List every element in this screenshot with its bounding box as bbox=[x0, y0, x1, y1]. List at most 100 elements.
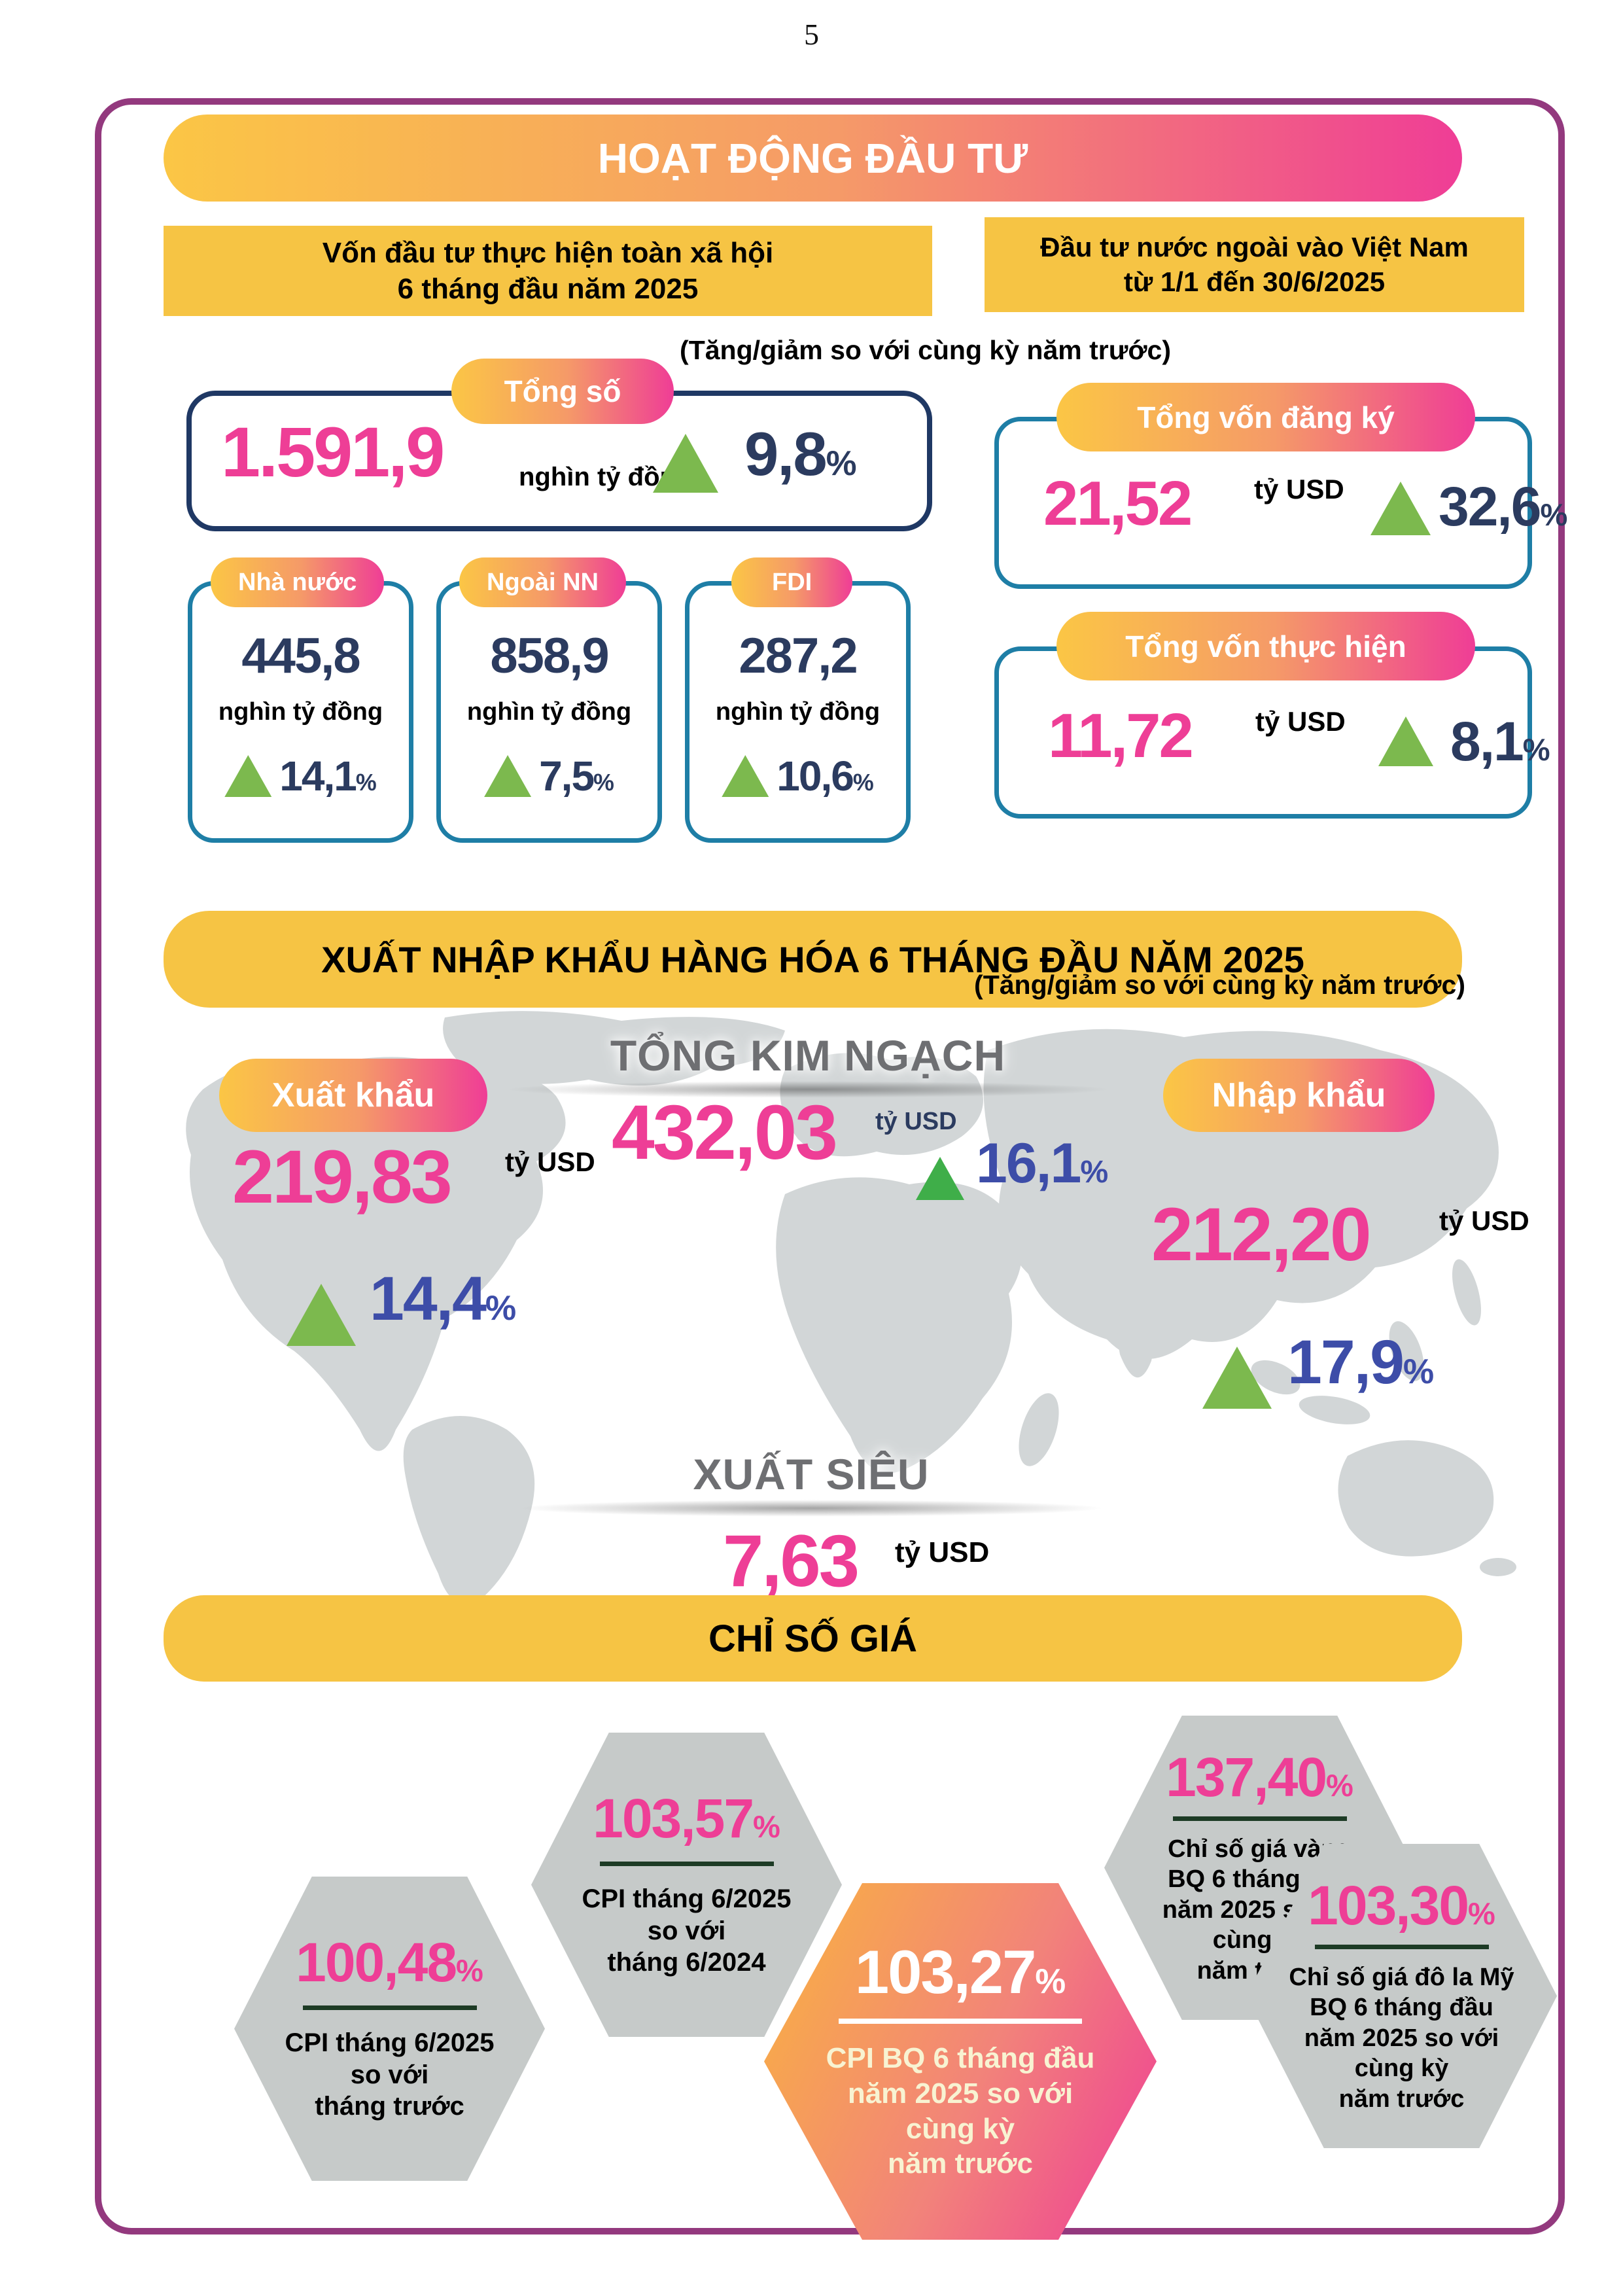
state-investment-change-value: 14,1 bbox=[279, 752, 357, 800]
percent-sign: % bbox=[485, 1289, 517, 1328]
registered-capital-value: 21,52 bbox=[1043, 468, 1193, 539]
nonstate-investment-change: 7,5% bbox=[539, 755, 614, 797]
label-fdi-investment-text: FDI bbox=[772, 568, 812, 596]
total-turnover-unit: tỷ USD bbox=[875, 1108, 957, 1135]
increase-triangle-icon bbox=[1370, 482, 1431, 535]
label-export: Xuất khẩu bbox=[219, 1059, 487, 1132]
note-trade-comparison: (Tăng/giảm so với cùng kỳ năm trước) bbox=[974, 970, 1465, 1000]
fdi-investment-unit: nghìn tỷ đồng bbox=[715, 698, 881, 726]
trade-surplus-value: 7,63 bbox=[723, 1520, 860, 1602]
label-total-investment: Tổng số bbox=[451, 359, 674, 424]
cpi-yoy-month-number: 103,57 bbox=[593, 1787, 754, 1849]
heading-shadow bbox=[517, 1500, 1106, 1517]
percent-sign: % bbox=[1468, 1896, 1495, 1932]
export-value: 219,83 bbox=[232, 1135, 453, 1219]
nonstate-investment-change-row: 7,5% bbox=[484, 755, 614, 797]
section-banner-investment: HOẠT ĐỘNG ĐẦU TƯ bbox=[164, 115, 1462, 202]
label-registered-capital-text: Tổng vốn đăng ký bbox=[1137, 400, 1395, 434]
label-import-text: Nhập khẩu bbox=[1212, 1076, 1386, 1114]
page-number: 5 bbox=[804, 18, 819, 51]
increase-triangle-icon bbox=[722, 755, 769, 797]
card-fdi-investment: 287,2 nghìn tỷ đồng 10,6% bbox=[685, 581, 911, 843]
total-investment-change: 9,8% bbox=[744, 423, 856, 485]
implemented-capital-value: 11,72 bbox=[1048, 701, 1194, 771]
import-unit: tỷ USD bbox=[1439, 1205, 1529, 1236]
hexagon-divider bbox=[1172, 1816, 1347, 1822]
usd-index-value: 103,30% bbox=[1308, 1878, 1495, 1933]
label-fdi-investment: FDI bbox=[731, 557, 853, 607]
fdi-investment-change: 10,6% bbox=[777, 755, 873, 797]
label-state-investment: Nhà nước bbox=[211, 557, 385, 607]
state-investment-value: 445,8 bbox=[241, 628, 360, 684]
total-investment-change-value: 9,8 bbox=[744, 419, 828, 488]
hexagon-divider bbox=[599, 1861, 774, 1866]
trade-surplus-heading: XUẤT SIÊU bbox=[693, 1450, 930, 1498]
gold-index-number: 137,40 bbox=[1166, 1746, 1327, 1809]
usd-index-number: 103,30 bbox=[1308, 1875, 1469, 1937]
label-import: Nhập khẩu bbox=[1163, 1059, 1435, 1132]
percent-sign: % bbox=[826, 444, 857, 483]
cpi-yoy-month-label: CPI tháng 6/2025 so với tháng 6/2024 bbox=[582, 1884, 792, 1977]
import-change: 17,9% bbox=[1287, 1332, 1434, 1394]
percent-sign: % bbox=[1540, 497, 1568, 532]
state-investment-change: 14,1% bbox=[279, 755, 376, 797]
registered-capital-change-value: 32,6 bbox=[1439, 476, 1541, 537]
export-unit: tỷ USD bbox=[505, 1146, 595, 1177]
section-title-price: CHỈ SỐ GIÁ bbox=[708, 1617, 918, 1660]
section-banner-price: CHỈ SỐ GIÁ bbox=[164, 1595, 1462, 1682]
fdi-investment-value: 287,2 bbox=[739, 628, 858, 684]
increase-triangle-icon bbox=[224, 755, 272, 797]
percent-sign: % bbox=[753, 1809, 780, 1844]
implemented-capital-unit: tỷ USD bbox=[1255, 706, 1346, 737]
gold-index-value: 137,40% bbox=[1166, 1750, 1353, 1805]
label-registered-capital: Tổng vốn đăng ký bbox=[1056, 383, 1475, 451]
state-investment-unit: nghìn tỷ đồng bbox=[218, 698, 383, 726]
percent-sign: % bbox=[1080, 1154, 1109, 1190]
section-title-investment: HOẠT ĐỘNG ĐẦU TƯ bbox=[597, 134, 1028, 182]
export-change: 14,4% bbox=[370, 1268, 516, 1330]
increase-triangle-icon bbox=[484, 755, 532, 797]
label-state-investment-text: Nhà nước bbox=[238, 568, 357, 596]
hexagon-divider bbox=[302, 2005, 477, 2010]
nonstate-investment-value: 858,9 bbox=[490, 628, 609, 684]
total-investment-value: 1.591,9 bbox=[221, 412, 445, 491]
label-nonstate-investment: Ngoài NN bbox=[459, 557, 626, 607]
implemented-capital-change: 8,1% bbox=[1450, 714, 1550, 769]
cpi-average-label: CPI BQ 6 tháng đầu năm 2025 so với cùng … bbox=[826, 2042, 1095, 2180]
total-turnover-change-value: 16,1 bbox=[976, 1132, 1081, 1195]
cpi-month-prev-number: 100,48 bbox=[296, 1931, 457, 1993]
banner-social-investment-text: Vốn đầu tư thực hiện toàn xã hội 6 tháng… bbox=[322, 237, 774, 305]
page-frame bbox=[95, 98, 1565, 2234]
total-turnover-value: 432,03 bbox=[612, 1089, 838, 1176]
label-nonstate-investment-text: Ngoài NN bbox=[487, 568, 599, 596]
cpi-yoy-month-value: 103,57% bbox=[593, 1791, 780, 1846]
nonstate-investment-unit: nghìn tỷ đồng bbox=[466, 698, 632, 726]
fdi-investment-change-value: 10,6 bbox=[777, 752, 854, 800]
registered-capital-change: 32,6% bbox=[1439, 479, 1567, 534]
banner-social-investment: Vốn đầu tư thực hiện toàn xã hội 6 tháng… bbox=[164, 226, 932, 316]
banner-foreign-investment-text: Đầu tư nước ngoài vào Việt Nam từ 1/1 đế… bbox=[1040, 232, 1469, 297]
card-nonstate-investment: 858,9 nghìn tỷ đồng 7,5% bbox=[436, 581, 662, 843]
hexagon-divider bbox=[839, 2019, 1082, 2024]
import-value: 212,20 bbox=[1151, 1193, 1372, 1277]
cpi-average-number: 103,27 bbox=[854, 1937, 1037, 2007]
state-investment-change-row: 14,1% bbox=[224, 755, 377, 797]
gold-index-label: Chỉ số giá vàng BQ 6 tháng đầu năm 2025 … bbox=[1162, 1835, 1357, 1985]
banner-foreign-investment: Đầu tư nước ngoài vào Việt Nam từ 1/1 đế… bbox=[985, 217, 1524, 312]
fdi-investment-change-row: 10,6% bbox=[722, 755, 874, 797]
heading-shadow bbox=[504, 1081, 1112, 1098]
label-export-text: Xuất khẩu bbox=[271, 1076, 435, 1114]
registered-capital-unit: tỷ USD bbox=[1254, 474, 1344, 504]
percent-sign: % bbox=[852, 769, 874, 796]
hexagon-divider bbox=[1314, 1945, 1489, 1950]
implemented-capital-change-value: 8,1 bbox=[1450, 711, 1524, 772]
cpi-month-prev-label: CPI tháng 6/2025 so với tháng trước bbox=[285, 2028, 495, 2121]
percent-sign: % bbox=[1403, 1352, 1435, 1391]
usd-index-label: Chỉ số giá đô la Mỹ BQ 6 tháng đầu năm 2… bbox=[1289, 1964, 1514, 2113]
nonstate-investment-change-value: 7,5 bbox=[539, 752, 595, 800]
percent-sign: % bbox=[1522, 732, 1550, 767]
percent-sign: % bbox=[1035, 1962, 1066, 2002]
card-state-investment: 445,8 nghìn tỷ đồng 14,1% bbox=[188, 581, 413, 843]
note-investment-comparison: (Tăng/giảm so với cùng kỳ năm trước) bbox=[680, 335, 1171, 365]
section-banner-trade: XUẤT NHẬP KHẨU HÀNG HÓA 6 THÁNG ĐẦU NĂM … bbox=[164, 911, 1462, 1008]
